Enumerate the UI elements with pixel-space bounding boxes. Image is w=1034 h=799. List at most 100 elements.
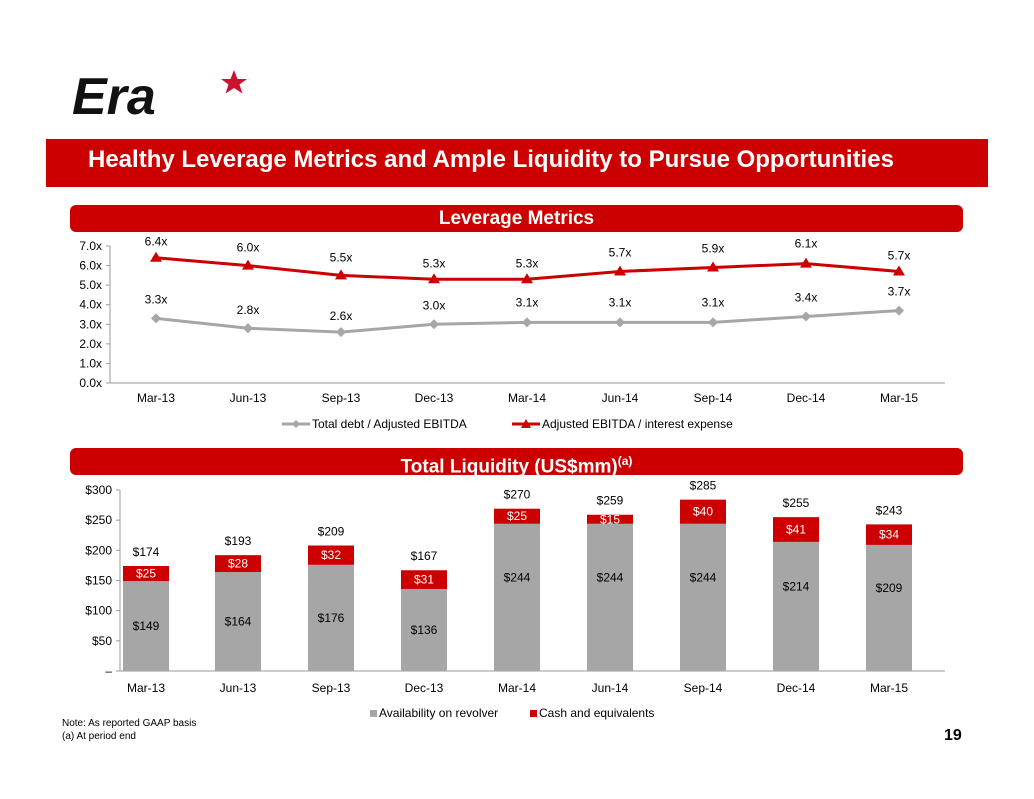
data-point-triangle — [707, 261, 719, 272]
star-icon — [221, 70, 247, 94]
data-point-diamond — [894, 305, 904, 316]
bar-label-cash: $31 — [414, 573, 434, 587]
data-label: 3.7x — [888, 285, 911, 299]
bar-total-label: $167 — [411, 549, 438, 563]
data-point-triangle — [614, 265, 626, 276]
bar-revolver — [123, 581, 169, 671]
bar-cash — [773, 517, 819, 542]
y-tick-label: 2.0x — [79, 337, 102, 351]
bar-label-cash: $41 — [786, 523, 806, 537]
liquidity-title-superscript: (a) — [617, 454, 633, 468]
legend-label: Adjusted EBITDA / interest expense — [542, 417, 733, 431]
liquidity-title: Total Liquidity (US$mm) — [400, 456, 618, 478]
legend-label: Total debt / Adjusted EBITDA — [312, 417, 467, 431]
title-bar — [46, 139, 988, 187]
data-label: 3.3x — [145, 292, 168, 306]
footnote-period-end: (a) At period end — [62, 731, 136, 742]
data-label: 6.4x — [145, 235, 168, 249]
y-tick-label: $200 — [85, 543, 112, 557]
logo-text: Era — [72, 68, 156, 126]
data-point-diamond — [615, 317, 625, 328]
bar-label-cash: $40 — [693, 505, 713, 519]
bar-revolver — [773, 541, 819, 671]
x-tick-label: Jun-14 — [602, 391, 639, 405]
data-point-diamond — [243, 323, 253, 334]
x-tick-label: Dec-14 — [777, 681, 816, 695]
x-tick-label: Dec-13 — [405, 681, 444, 695]
data-label: 5.9x — [702, 242, 725, 256]
bar-total-label: $174 — [133, 545, 160, 559]
bar-total-label: $255 — [783, 496, 810, 510]
bar-revolver — [494, 523, 540, 671]
legend-marker-diamond — [292, 420, 300, 428]
data-label: 3.0x — [423, 298, 446, 312]
y-tick-label: 7.0x — [79, 239, 102, 253]
x-tick-label: Mar-14 — [508, 391, 546, 405]
data-point-diamond — [708, 317, 718, 328]
bar-total-label: $285 — [690, 479, 717, 493]
y-tick-label: 3.0x — [79, 317, 102, 331]
bar-cash — [308, 545, 354, 565]
bar-revolver — [680, 523, 726, 671]
data-point-diamond — [429, 319, 439, 330]
x-tick-label: Dec-13 — [415, 391, 454, 405]
y-tick-label: $300 — [85, 483, 112, 497]
bar-cash — [494, 508, 540, 524]
bar-label-revolver: $164 — [225, 615, 252, 629]
bar-total-label: $243 — [876, 503, 903, 517]
bar-label-cash: $32 — [321, 548, 341, 562]
data-label: 5.5x — [330, 250, 353, 264]
bar-label-cash: $25 — [136, 567, 156, 581]
leverage-section-header: Leverage Metrics — [70, 205, 963, 232]
data-point-triangle — [335, 269, 347, 280]
bar-revolver — [401, 588, 447, 671]
bar-cash — [680, 499, 726, 524]
x-tick-label: Mar-14 — [498, 681, 536, 695]
x-tick-label: Jun-13 — [230, 391, 267, 405]
bar-label-cash: $15 — [600, 512, 620, 526]
x-tick-label: Sep-13 — [312, 681, 351, 695]
bar-label-revolver: $244 — [690, 570, 717, 584]
bar-cash — [866, 524, 912, 545]
y-tick-label: 4.0x — [79, 298, 102, 312]
bar-label-revolver: $176 — [318, 611, 345, 625]
bar-label-cash: $28 — [228, 557, 248, 571]
data-point-triangle — [242, 259, 254, 270]
data-label: 6.1x — [795, 237, 818, 251]
data-label: 5.7x — [609, 245, 632, 259]
legend-swatch-revolver — [370, 710, 377, 717]
page-number: 19 — [944, 727, 962, 744]
bar-label-cash: $34 — [879, 528, 899, 542]
bar-cash — [215, 555, 261, 573]
bar-label-revolver: $149 — [133, 619, 160, 633]
x-tick-label: Jun-14 — [592, 681, 629, 695]
data-point-diamond — [336, 327, 346, 338]
x-tick-label: Mar-13 — [127, 681, 165, 695]
leverage-line-chart: 0.0x 1.0x 2.0x 3.0x 4.0x 5.0x 6.0x 7.0x Mar-13 Ju… — [79, 235, 945, 431]
bar-total-label: $270 — [504, 488, 531, 502]
data-point-diamond — [151, 313, 161, 324]
y-tick-label: 0.0x — [79, 376, 102, 390]
bar-label-revolver: $244 — [597, 570, 624, 584]
liquidity-section-header: Total Liquidity (US$mm)(a) — [70, 448, 963, 478]
bar-total-label: $193 — [225, 534, 252, 548]
data-label: 3.1x — [702, 295, 725, 309]
data-point-triangle — [893, 265, 905, 276]
x-tick-label: Jun-13 — [220, 681, 257, 695]
y-tick-label: $50 — [92, 634, 112, 648]
bar-revolver — [215, 572, 261, 671]
data-label: 3.1x — [516, 295, 539, 309]
data-label: 6.0x — [237, 241, 260, 255]
data-point-triangle — [521, 273, 533, 284]
y-tick-label: $250 — [85, 513, 112, 527]
page-title: Healthy Leverage Metrics and Ample Liqui… — [88, 146, 894, 173]
data-point-triangle — [428, 273, 440, 284]
data-point-triangle — [150, 251, 162, 262]
x-tick-label: Mar-15 — [870, 681, 908, 695]
bar-cash — [123, 566, 169, 582]
bar-label-revolver: $136 — [411, 623, 438, 637]
data-label: 3.4x — [795, 290, 818, 304]
data-label: 5.3x — [516, 256, 539, 270]
bar-cash — [401, 570, 447, 589]
legend-label: Availability on revolver — [379, 706, 498, 720]
